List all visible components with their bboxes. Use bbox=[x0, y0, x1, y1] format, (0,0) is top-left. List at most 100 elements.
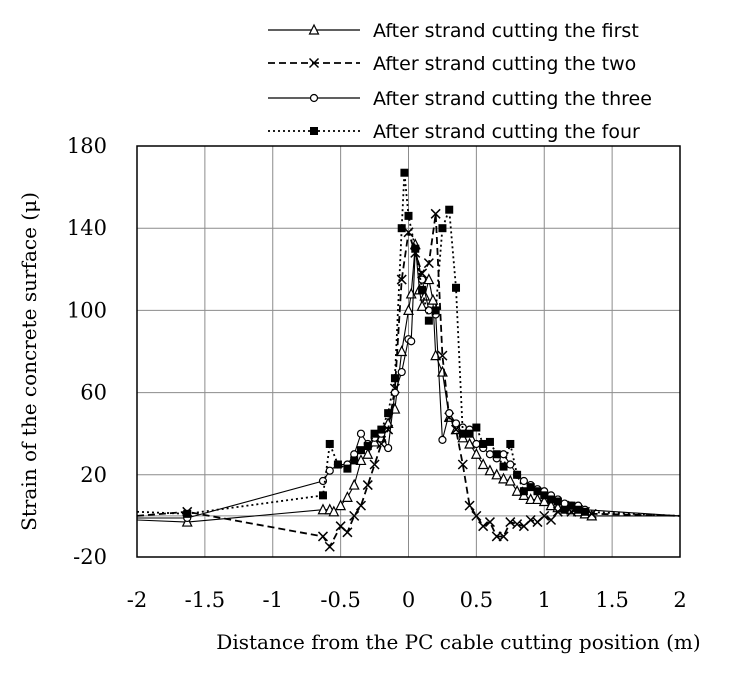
series-4-point bbox=[325, 439, 334, 448]
series-3-point bbox=[384, 443, 393, 453]
series-4-point bbox=[377, 425, 386, 434]
series-2-point bbox=[430, 208, 441, 219]
x-tick-label: -1 bbox=[263, 588, 283, 612]
series-2-point bbox=[342, 527, 353, 538]
series-4-point bbox=[390, 374, 399, 383]
series-4-point bbox=[438, 224, 447, 233]
series-2-point bbox=[457, 459, 468, 470]
x-tick-label: 1 bbox=[538, 588, 551, 612]
x-tick-label: 0.5 bbox=[460, 588, 493, 612]
series-2-point bbox=[396, 274, 407, 285]
series-4 bbox=[136, 168, 681, 518]
series-4-point bbox=[506, 439, 515, 448]
series-4-point bbox=[540, 491, 549, 500]
series-1-point bbox=[427, 293, 439, 305]
series-1-point bbox=[348, 478, 360, 490]
series-3-point bbox=[485, 450, 495, 459]
series-2-point bbox=[539, 510, 550, 521]
series-2-point bbox=[317, 531, 329, 542]
legend-marker-4 bbox=[310, 127, 318, 135]
series-3-point bbox=[438, 435, 447, 444]
series-2-point bbox=[478, 521, 489, 532]
series-4-point bbox=[397, 224, 406, 233]
y-tick-label: 100 bbox=[67, 298, 107, 322]
legend-label-1: After strand cutting the first bbox=[373, 20, 639, 42]
legend-marker-2 bbox=[308, 57, 320, 69]
series-4-point bbox=[424, 316, 433, 325]
series-4-point bbox=[431, 306, 440, 315]
series-4-point bbox=[418, 285, 427, 294]
series-1-point bbox=[355, 454, 367, 466]
x-tick-label: 0 bbox=[402, 588, 415, 612]
series-3-point bbox=[325, 466, 334, 475]
series-4-point bbox=[574, 505, 583, 514]
legend-label-3: After strand cutting the three bbox=[373, 88, 652, 110]
series-4-point bbox=[492, 450, 501, 459]
series-4-point bbox=[350, 456, 359, 465]
series-2-point bbox=[369, 459, 380, 470]
series-2-point bbox=[355, 500, 367, 511]
series-1-point bbox=[396, 345, 408, 357]
series-4-point bbox=[479, 439, 488, 448]
x-tick-label: -0.5 bbox=[320, 588, 361, 612]
series-2-point bbox=[417, 268, 428, 279]
series-4-point bbox=[553, 497, 562, 506]
series-1-point bbox=[419, 289, 431, 301]
series-3-point bbox=[451, 419, 461, 428]
series-4-point bbox=[183, 509, 192, 518]
series-4-point bbox=[580, 507, 589, 516]
series-4-point bbox=[458, 429, 467, 438]
series-4-point bbox=[363, 442, 372, 451]
series-4-point bbox=[465, 429, 474, 438]
series-1-point bbox=[362, 447, 374, 459]
series-4-point bbox=[513, 470, 522, 479]
series-1-point bbox=[470, 447, 482, 459]
series-1-point bbox=[335, 499, 347, 511]
series-3-point bbox=[417, 275, 427, 284]
series-1-point bbox=[423, 273, 435, 285]
series-2-point bbox=[512, 519, 523, 530]
series-3-point bbox=[445, 409, 454, 418]
y-tick-label: 140 bbox=[67, 216, 107, 240]
y-tick-labels: -20 20 60 100 140 180 bbox=[67, 134, 107, 569]
series-2-point bbox=[471, 510, 482, 521]
series-4-point bbox=[411, 244, 420, 253]
x-tick-labels: -2 -1.5 -1 -0.5 0 0.5 1 1.5 2 bbox=[127, 588, 687, 612]
grid bbox=[136, 145, 681, 558]
series-2-point bbox=[464, 500, 475, 511]
series-1-point bbox=[531, 493, 543, 505]
legend-label-2: After strand cutting the two bbox=[373, 53, 636, 75]
series-4-point bbox=[356, 446, 365, 455]
series-4-point bbox=[526, 483, 535, 492]
series-1-point bbox=[403, 304, 414, 315]
series-4-point bbox=[370, 429, 379, 438]
series-2-point bbox=[505, 517, 516, 528]
series-3-point bbox=[472, 439, 481, 449]
series-4-point bbox=[343, 464, 352, 473]
series-4-point bbox=[452, 283, 461, 292]
legend-marker-3 bbox=[309, 93, 319, 103]
series-4-point bbox=[400, 168, 409, 177]
x-tick-label: -1.5 bbox=[185, 588, 226, 612]
series-layer bbox=[136, 168, 681, 552]
y-axis-label: Strain of the concrete surface (μ) bbox=[17, 192, 41, 531]
series-2-point bbox=[324, 541, 335, 552]
series-1-point bbox=[525, 493, 537, 505]
series-1-point bbox=[328, 505, 340, 517]
y-tick-label: 60 bbox=[80, 381, 107, 405]
series-4-point bbox=[404, 211, 413, 220]
series-2 bbox=[136, 208, 681, 552]
plot-frame bbox=[136, 145, 681, 558]
series-2-point bbox=[484, 517, 495, 528]
series-1-point bbox=[341, 491, 353, 503]
legend-label-4: After strand cutting the four bbox=[373, 121, 640, 143]
series-3-point bbox=[356, 429, 366, 438]
series-3-point bbox=[397, 367, 406, 377]
series-2-point bbox=[546, 514, 557, 526]
y-tick-label: 180 bbox=[67, 134, 107, 158]
series-4-point bbox=[533, 487, 542, 496]
series-1-point bbox=[416, 299, 428, 311]
series-4-point bbox=[485, 437, 494, 446]
series-3-point bbox=[519, 476, 528, 486]
series-4-point bbox=[547, 495, 556, 504]
